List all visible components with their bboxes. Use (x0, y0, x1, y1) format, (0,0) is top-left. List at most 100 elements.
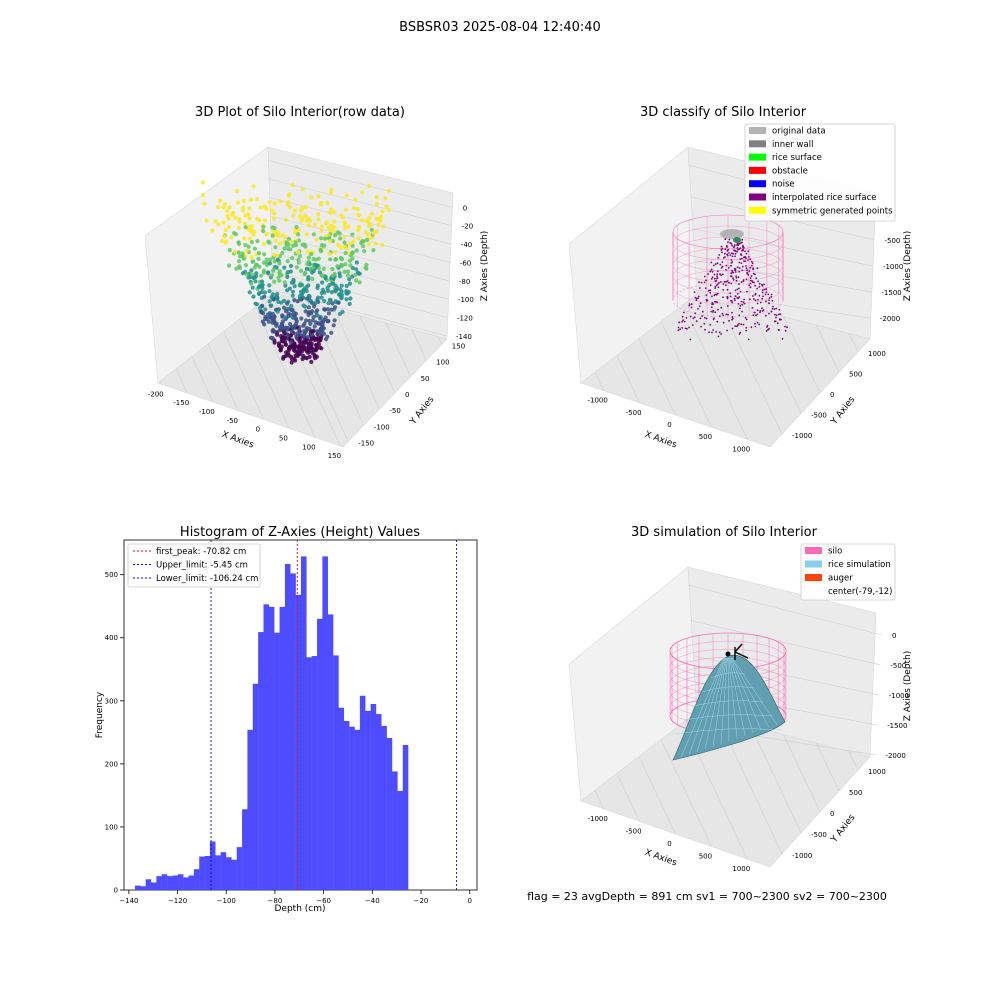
raw-data-point (285, 259, 290, 264)
raw-data-point (322, 307, 327, 312)
interpolated-surface-point (748, 270, 751, 273)
raw-data-point (356, 226, 361, 231)
raw-data-point (374, 201, 379, 207)
raw-data-point (308, 195, 313, 200)
raw-data-point (242, 236, 247, 241)
raw-data-point (244, 272, 249, 277)
interpolated-surface-point (734, 289, 737, 292)
interpolated-surface-point (730, 243, 733, 245)
legend-label: silo (828, 547, 842, 557)
raw-data-point (307, 318, 312, 323)
interpolated-surface-point (738, 270, 741, 273)
raw-data-point (331, 210, 336, 215)
raw-plot-x-gridline (223, 331, 265, 420)
raw-data-point (313, 257, 318, 262)
raw-data-point (371, 231, 376, 236)
raw-data-point (356, 235, 361, 241)
raw-data-point (250, 259, 255, 264)
raw-data-point (264, 257, 269, 262)
interpolated-surface-point (724, 248, 727, 251)
surface-mesh-line (728, 657, 738, 739)
raw-data-point (296, 232, 301, 237)
interpolated-surface-point (704, 316, 706, 319)
raw-data-point (322, 298, 327, 304)
interpolated-surface-point (738, 267, 741, 269)
interpolated-surface-point (776, 322, 779, 325)
histogram-bar (333, 655, 339, 890)
raw-data-point (279, 344, 284, 349)
raw-data-point (318, 202, 323, 207)
interpolated-surface-point (716, 270, 719, 273)
interpolated-surface-point (771, 307, 774, 310)
interpolated-surface-point (691, 324, 694, 326)
raw-data-point (229, 235, 234, 240)
interpolated-surface-point (700, 281, 703, 284)
histogram-bar (402, 744, 409, 890)
raw-data-point (237, 219, 242, 224)
histogram-x-tick-label: −120 (168, 897, 187, 905)
raw-data-point (312, 222, 318, 227)
raw-data-point (270, 233, 275, 238)
raw-data-point (386, 188, 391, 194)
raw-data-point (251, 275, 256, 280)
raw-data-point (353, 197, 358, 202)
raw-data-point (236, 225, 241, 230)
raw-data-point (335, 242, 341, 248)
raw-data-point (374, 216, 379, 221)
interpolated-surface-point (758, 286, 761, 288)
interpolated-surface-point (709, 292, 712, 294)
surface-mesh-line (696, 657, 726, 752)
interpolated-surface-point (739, 247, 742, 250)
raw-data-point (347, 301, 352, 306)
interpolated-surface-point (748, 284, 751, 287)
raw-data-point (323, 236, 328, 241)
raw-data-point (286, 199, 291, 205)
interpolated-surface-point (734, 325, 737, 327)
raw-data-point (376, 222, 381, 227)
interpolated-surface-point (744, 255, 746, 258)
interpolated-surface-point (725, 264, 728, 267)
interpolated-surface-point (741, 257, 743, 260)
classify-plot-x-gridline (682, 304, 748, 440)
raw-point-cloud (200, 180, 391, 365)
raw-data-point (299, 316, 304, 321)
raw-data-point (363, 265, 368, 270)
raw-data-point (298, 336, 303, 342)
legend-label: Upper_limit: -5.45 cm (156, 561, 248, 571)
legend-label: symmetric generated points (772, 206, 893, 216)
raw-data-point (347, 277, 352, 282)
classify-plot-y-gridline (750, 307, 802, 414)
interpolated-surface-point (745, 318, 748, 321)
histogram-bar (317, 618, 323, 890)
classify-plot-x-gridline (638, 338, 676, 416)
classify-plot-y-axis-label: Y Axies (829, 395, 858, 428)
raw-data-point (266, 270, 271, 275)
raw-data-point (232, 249, 238, 254)
raw-data-point (337, 311, 342, 317)
raw-data-point (241, 205, 246, 210)
interpolated-surface-point (690, 303, 693, 306)
raw-data-point (327, 297, 333, 302)
classify-plot-y-gridline (717, 299, 783, 435)
interpolated-surface-point (741, 246, 744, 248)
interpolated-surface-point (731, 300, 733, 302)
classify-plot-z-gridline (697, 292, 870, 319)
histogram-bar (183, 877, 189, 890)
raw-data-point (234, 266, 239, 271)
interpolated-surface-point (737, 248, 739, 251)
histogram-x-tick-label: 0 (467, 897, 471, 905)
raw-data-point (236, 240, 241, 245)
raw-data-point (284, 217, 289, 222)
interpolated-surface-point (778, 313, 780, 316)
interpolated-surface-point (771, 300, 774, 302)
interpolated-surface-point (718, 254, 721, 256)
interpolated-surface-point (726, 329, 728, 332)
raw-data-point (319, 295, 324, 300)
histogram-bar (167, 876, 173, 890)
interpolated-surface-point (713, 317, 715, 319)
histogram-bar (215, 855, 221, 890)
raw-data-point (373, 241, 378, 246)
interpolated-surface-point (715, 293, 718, 296)
silo-wire-ring (672, 247, 784, 283)
raw-data-point (289, 308, 294, 313)
